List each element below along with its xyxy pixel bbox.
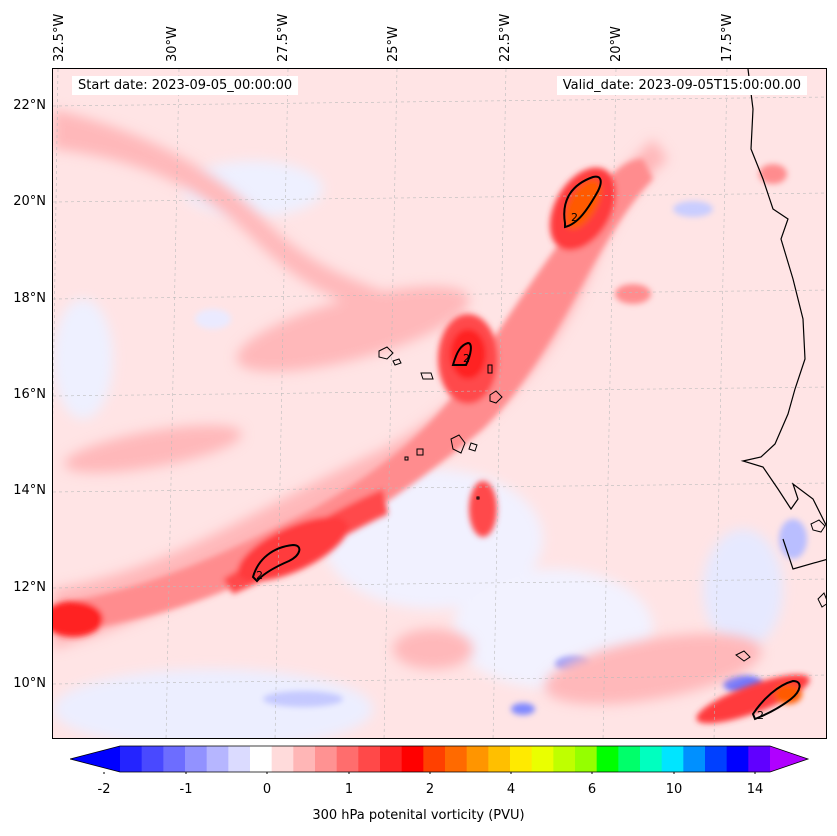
contour-label: 2 [757, 709, 764, 722]
colorbar-segment [228, 746, 251, 772]
colorbar-max-extend [770, 746, 808, 772]
colorbar-segment [380, 746, 403, 772]
contour-label: 2 [571, 211, 578, 224]
contour-label: 2 [463, 352, 470, 365]
longitude-label: 22.5°W [498, 13, 513, 62]
colorbar-segment [748, 746, 771, 772]
colorbar-segment [510, 746, 533, 772]
colorbar-segment [445, 746, 468, 772]
colorbar-segment [271, 746, 294, 772]
colorbar-tick-label: -2 [97, 782, 111, 797]
colorbar-segment [206, 746, 229, 772]
colorbar-segment [293, 746, 316, 772]
longitude-label: 25°W [386, 26, 401, 62]
colorbar-segment [358, 746, 381, 772]
longitude-label: 20°W [609, 26, 624, 62]
longitude-label: 32.5°W [52, 13, 67, 62]
colorbar-segment [120, 746, 143, 772]
colorbar-tick-label: 14 [746, 782, 764, 797]
graticule [53, 69, 826, 738]
colorbar-segment [661, 746, 684, 772]
cape-verde-islands [378, 346, 826, 662]
colorbar-tick-label: 6 [587, 782, 597, 797]
longitude-label: 27.5°W [276, 13, 291, 62]
contour-label: 2 [256, 569, 263, 582]
latitude-label: 20°N [13, 194, 46, 209]
colorbar-tick-label: 1 [344, 782, 354, 797]
longitude-label: 30°W [165, 26, 180, 62]
potential-vorticity-field: 2 2 2 2 [53, 69, 826, 738]
colorbar-title: 300 hPa potenital vorticity (PVU) [312, 808, 525, 823]
colorbar-segment [141, 746, 164, 772]
colorbar-segment [401, 746, 424, 772]
colorbar-segment [726, 746, 749, 772]
latitude-label: 14°N [13, 483, 46, 498]
map-panel: 2 2 2 2 [52, 68, 827, 739]
colorbar-min-extend [70, 746, 120, 772]
latitude-label: 18°N [13, 291, 46, 306]
colorbar-segment [705, 746, 728, 772]
colorbar-segment [423, 746, 446, 772]
longitude-label: 17.5°W [720, 13, 735, 62]
colorbar-tick-label: 4 [506, 782, 516, 797]
colorbar-tick-label: 10 [665, 782, 683, 797]
colorbar-segment [575, 746, 598, 772]
colorbar [70, 745, 810, 774]
colorbar-segment [250, 746, 273, 772]
colorbar-segment [185, 746, 208, 772]
colorbar-segment [553, 746, 576, 772]
latitude-label: 12°N [13, 580, 46, 595]
valid-date-label: Valid_date: 2023-09-05T15:00:00.00 [556, 76, 807, 95]
colorbar-segment [618, 746, 641, 772]
colorbar-segment [466, 746, 489, 772]
contour-labels: 2 2 2 2 [256, 211, 764, 722]
colorbar-outline [70, 745, 810, 773]
colorbar-tick-label: 0 [262, 782, 272, 797]
colorbar-segment [596, 746, 619, 772]
colorbar-segment [488, 746, 511, 772]
start-date-label: Start date: 2023-09-05_00:00:00 [72, 76, 299, 95]
colorbar-segment [315, 746, 338, 772]
african-coastline [740, 69, 826, 570]
colorbar-segment [640, 746, 663, 772]
high-pv-band [53, 159, 810, 724]
colorbar-segment [531, 746, 554, 772]
latitude-label: 10°N [13, 676, 46, 691]
colorbar-tick-label: -1 [179, 782, 193, 797]
colorbar-tick-label: 2 [425, 782, 435, 797]
pv-2-contours [251, 175, 801, 721]
colorbar-segment [163, 746, 186, 772]
latitude-label: 16°N [13, 387, 46, 402]
colorbar-segment [336, 746, 359, 772]
colorbar-segment [683, 746, 706, 772]
latitude-label: 22°N [13, 98, 46, 113]
